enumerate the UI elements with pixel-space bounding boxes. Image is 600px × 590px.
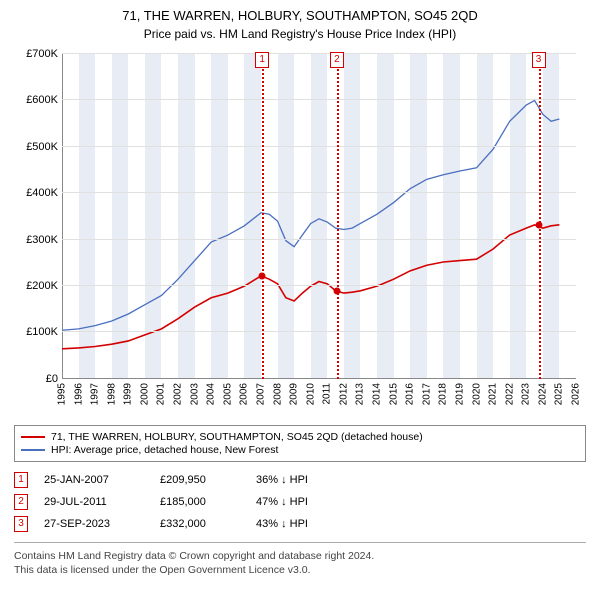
sale-diff: 36% ↓ HPI: [256, 474, 586, 486]
series-hpi: [62, 100, 559, 330]
x-tick-label: 2004: [206, 383, 217, 405]
sale-marker-box: 3: [532, 52, 546, 68]
x-tick-label: 2007: [255, 383, 266, 405]
sale-date: 27-SEP-2023: [44, 518, 144, 530]
x-tick-label: 2018: [438, 383, 449, 405]
legend: 71, THE WARREN, HOLBURY, SOUTHAMPTON, SO…: [14, 425, 586, 462]
sale-marker-line: [262, 54, 264, 379]
x-tick-label: 2003: [189, 383, 200, 405]
sale-marker-line: [337, 54, 339, 379]
x-tick-label: 2001: [156, 383, 167, 405]
sale-point: [535, 221, 542, 228]
gridline-horizontal: [62, 285, 576, 286]
sale-marker-box: 2: [330, 52, 344, 68]
footer-line-2: This data is licensed under the Open Gov…: [14, 563, 586, 577]
sale-diff: 43% ↓ HPI: [256, 518, 586, 530]
chart-title: 71, THE WARREN, HOLBURY, SOUTHAMPTON, SO…: [14, 8, 586, 25]
sale-row-marker: 1: [14, 472, 28, 488]
gridline-horizontal: [62, 239, 576, 240]
x-tick-label: 1998: [106, 383, 117, 405]
y-tick-label: £300K: [26, 234, 58, 246]
y-axis-labels: £0£100K£200K£300K£400K£500K£600K£700K: [14, 54, 62, 379]
sale-price: £185,000: [160, 496, 240, 508]
legend-row: HPI: Average price, detached house, New …: [21, 444, 579, 456]
x-tick-label: 2015: [388, 383, 399, 405]
gridline-horizontal: [62, 99, 576, 100]
y-tick-label: £500K: [26, 141, 58, 153]
x-tick-label: 2006: [239, 383, 250, 405]
sale-row: 2 29-JUL-2011 £185,000 47% ↓ HPI: [14, 494, 586, 510]
plot-region: 1 2 3: [62, 54, 576, 379]
y-tick-label: £200K: [26, 280, 58, 292]
sale-price: £209,950: [160, 474, 240, 486]
x-tick-label: 2017: [421, 383, 432, 405]
x-tick-label: 2024: [537, 383, 548, 405]
x-tick-label: 2011: [322, 383, 333, 405]
sale-row: 1 25-JAN-2007 £209,950 36% ↓ HPI: [14, 472, 586, 488]
sale-date: 29-JUL-2011: [44, 496, 144, 508]
x-axis-labels: 1995199619971998199920002001200220032004…: [62, 379, 576, 419]
x-tick-label: 2008: [272, 383, 283, 405]
x-tick-label: 1997: [90, 383, 101, 405]
y-tick-label: £600K: [26, 94, 58, 106]
x-tick-label: 2005: [222, 383, 233, 405]
sale-marker-box: 1: [255, 52, 269, 68]
legend-row: 71, THE WARREN, HOLBURY, SOUTHAMPTON, SO…: [21, 431, 579, 443]
sale-row: 3 27-SEP-2023 £332,000 43% ↓ HPI: [14, 516, 586, 532]
series-price_paid: [62, 225, 559, 349]
x-tick-label: 2014: [372, 383, 383, 405]
gridline-horizontal: [62, 331, 576, 332]
sale-price: £332,000: [160, 518, 240, 530]
x-tick-label: 2020: [471, 383, 482, 405]
y-tick-label: £100K: [26, 326, 58, 338]
gridline-horizontal: [62, 192, 576, 193]
x-tick-label: 2026: [571, 383, 582, 405]
x-tick-label: 1999: [123, 383, 134, 405]
chart-area: £0£100K£200K£300K£400K£500K£600K£700K 12…: [14, 49, 586, 419]
line-series-svg: [62, 54, 576, 379]
x-tick-label: 1995: [57, 383, 68, 405]
x-tick-label: 2009: [289, 383, 300, 405]
x-tick-label: 2021: [488, 383, 499, 405]
y-tick-label: £400K: [26, 187, 58, 199]
x-tick-label: 1996: [73, 383, 84, 405]
footer-line-1: Contains HM Land Registry data © Crown c…: [14, 549, 586, 563]
legend-label: 71, THE WARREN, HOLBURY, SOUTHAMPTON, SO…: [51, 431, 423, 443]
y-tick-label: £700K: [26, 48, 58, 60]
x-tick-label: 2016: [405, 383, 416, 405]
x-tick-label: 2019: [454, 383, 465, 405]
sale-row-marker: 3: [14, 516, 28, 532]
x-tick-label: 2022: [504, 383, 515, 405]
sale-point: [259, 272, 266, 279]
footer-attribution: Contains HM Land Registry data © Crown c…: [14, 542, 586, 577]
x-tick-label: 2013: [355, 383, 366, 405]
legend-label: HPI: Average price, detached house, New …: [51, 444, 278, 456]
x-tick-label: 2000: [139, 383, 150, 405]
x-tick-label: 2023: [521, 383, 532, 405]
x-tick-label: 2002: [173, 383, 184, 405]
legend-swatch: [21, 436, 45, 438]
gridline-horizontal: [62, 53, 576, 54]
sale-marker-line: [539, 54, 541, 379]
x-tick-label: 2012: [338, 383, 349, 405]
sale-date: 25-JAN-2007: [44, 474, 144, 486]
sale-row-marker: 2: [14, 494, 28, 510]
legend-swatch: [21, 449, 45, 451]
x-tick-label: 2025: [554, 383, 565, 405]
sale-point: [333, 287, 340, 294]
sale-diff: 47% ↓ HPI: [256, 496, 586, 508]
chart-subtitle: Price paid vs. HM Land Registry's House …: [14, 27, 586, 41]
gridline-horizontal: [62, 146, 576, 147]
x-tick-label: 2010: [305, 383, 316, 405]
sales-table: 1 25-JAN-2007 £209,950 36% ↓ HPI 2 29-JUL-201…: [14, 472, 586, 532]
